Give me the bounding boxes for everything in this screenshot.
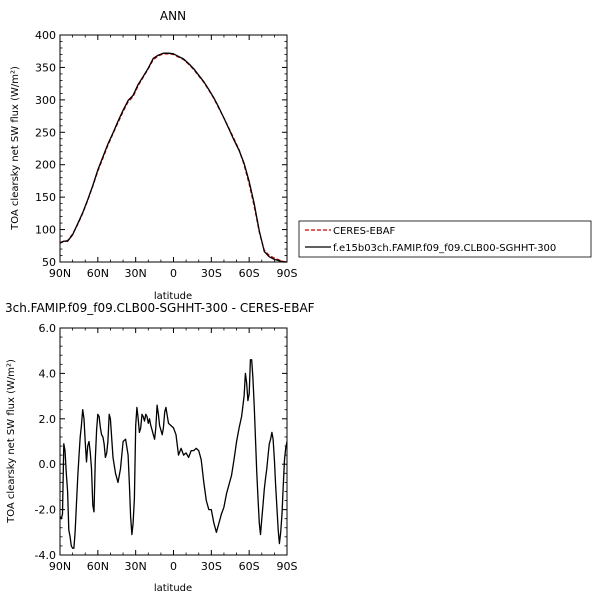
x-tick-label: 60S [239, 267, 260, 280]
x-tick-label: 90N [49, 267, 71, 280]
x-tick-label: 30N [125, 267, 147, 280]
legend-label-ceres: CERES-EBAF [333, 226, 396, 237]
series-line-1 [59, 52, 287, 263]
plot-frame [59, 34, 288, 263]
plot-frame [59, 327, 288, 556]
x-axis-label: latitude [154, 583, 192, 594]
y-tick-label: 2.0 [39, 413, 57, 426]
x-tick-label: 30N [125, 560, 147, 573]
y-tick-label: 150 [35, 191, 56, 204]
y-tick-label: 250 [35, 126, 56, 139]
x-axis-label: latitude [154, 291, 192, 302]
x-tick-label: 60N [87, 560, 109, 573]
x-tick-label: 0 [170, 560, 177, 573]
x-tick-label: 30S [201, 560, 222, 573]
chart-title: 3ch.FAMIP.f09_f09.CLB00-SGHHT-300 - CERE… [5, 301, 315, 315]
series-line-0 [59, 359, 288, 549]
y-tick-label: 4.0 [39, 367, 57, 380]
y-tick-label: -2.0 [35, 504, 56, 517]
chart-title: ANN [160, 9, 186, 23]
x-tick-label: 60S [239, 560, 260, 573]
y-tick-label: 50 [42, 256, 56, 269]
y-tick-label: 400 [35, 29, 56, 42]
x-tick-label: 60N [87, 267, 109, 280]
y-tick-label: 300 [35, 94, 56, 107]
legend-box [298, 220, 592, 258]
x-tick-label: 0 [170, 267, 177, 280]
x-tick-label: 30S [201, 267, 222, 280]
y-tick-label: 200 [35, 159, 56, 172]
bottom-difference-chart: 3ch.FAMIP.f09_f09.CLB00-SGHHT-300 - CERE… [5, 301, 315, 594]
top-line-chart: ANN 50 100 150 200 250 300 350 400 90N 60N 30N 0 30… [10, 9, 298, 302]
x-tick-label: 90S [277, 560, 298, 573]
x-tick-label: 90N [49, 560, 71, 573]
y-tick-label: 6.0 [39, 322, 57, 335]
legend-label-model: f.e15b03ch.FAMIP.f09_f09.CLB00-SGHHT-300 [333, 243, 556, 254]
y-axis-label: TOA clearsky net SW flux (W/m²) [6, 359, 17, 524]
x-tick-label: 90S [277, 267, 298, 280]
y-tick-label: 350 [35, 61, 56, 74]
y-tick-label: 0.0 [39, 458, 57, 471]
legend: CERES-EBAF f.e15b03ch.FAMIP.f09_f09.CLB0… [298, 220, 592, 258]
series-line-dashed-0 [59, 53, 288, 263]
y-axis-label: TOA clearsky net SW flux (W/m²) [10, 66, 21, 231]
y-tick-label: 100 [35, 224, 56, 237]
y-tick-label: -4.0 [35, 549, 56, 562]
